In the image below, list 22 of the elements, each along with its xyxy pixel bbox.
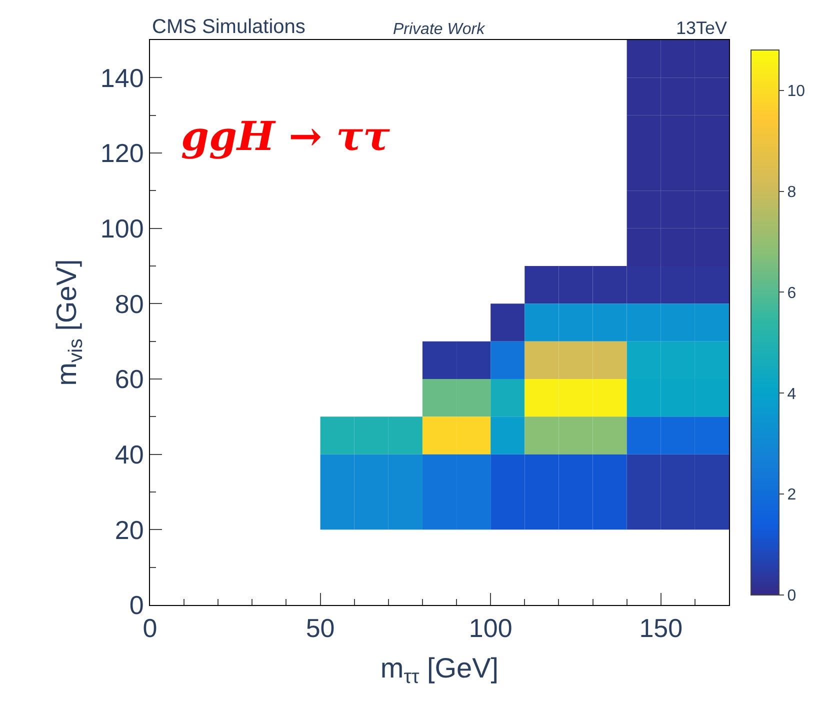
annotation: ggH → ττ (181, 113, 390, 160)
color-bar-label: 10 (787, 82, 806, 100)
y-tick-label: 20 (114, 514, 144, 545)
color-bar-label: 8 (787, 184, 796, 201)
y-tick-label: 120 (100, 138, 144, 168)
y-tick-label: 140 (100, 62, 144, 93)
y-tick-label: 100 (100, 213, 144, 244)
x-axis-title: m$_{ττ}$ [GeV] (380, 652, 499, 688)
y-tick-label: 80 (114, 288, 144, 319)
text: CMS Simulations (152, 16, 306, 38)
text: Private Work (393, 21, 486, 38)
x-tick-label: 100 (468, 613, 512, 644)
color-bar-label: 0 (787, 588, 796, 605)
y-tick-label: 0 (129, 590, 144, 620)
color-bar-label: 4 (787, 386, 796, 403)
x-tick-label: 150 (639, 613, 683, 644)
text: 13TeV (676, 18, 728, 38)
x-tick-label: 50 (306, 613, 335, 644)
color-bar-label: 2 (787, 486, 796, 504)
y-tick-label: 60 (114, 364, 144, 394)
y-tick-label: 40 (114, 439, 144, 470)
color-bar-label: 6 (787, 284, 796, 302)
